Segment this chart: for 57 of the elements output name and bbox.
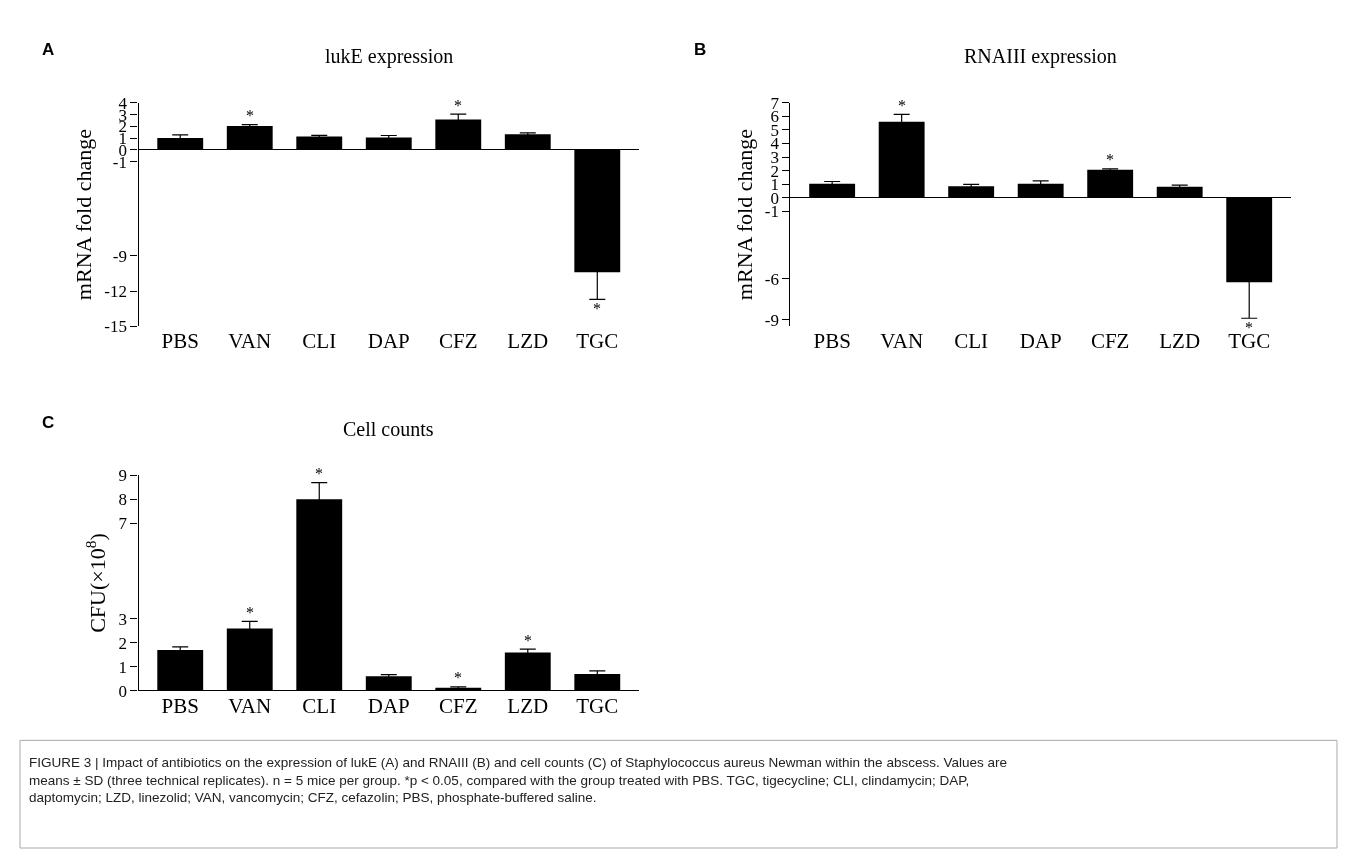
y-axis-title: mRNA fold change — [731, 129, 757, 301]
x-tick-label: PBS — [161, 693, 199, 718]
y-tick-label: -15 — [104, 317, 128, 337]
x-tick-label: CLI — [954, 329, 989, 354]
y-axis-title: mRNA fold change — [71, 129, 97, 301]
x-tick-label: CFZ — [439, 693, 478, 718]
y-tick-label: 2 — [118, 633, 128, 653]
y-tick-label: 3 — [118, 609, 128, 629]
x-tick-label: VAN — [880, 329, 924, 354]
x-tick-label: CFZ — [1090, 329, 1130, 354]
annotation: * — [593, 300, 601, 317]
annotation: * — [898, 97, 906, 114]
y-tick-label: -6 — [764, 269, 779, 289]
y-tick-label: 0 — [118, 681, 128, 701]
y-tick-label: 1 — [118, 657, 128, 677]
chart-title: RNAIII expression — [964, 45, 1117, 68]
text: C — [42, 413, 55, 432]
x-tick-label: CFZ — [439, 329, 478, 354]
bar — [504, 652, 551, 691]
chart-title: lukE expression — [325, 45, 454, 68]
x-tick-label: TGC — [576, 329, 619, 354]
x-tick-label: DAP — [1019, 329, 1062, 354]
x-tick-label: VAN — [228, 693, 272, 718]
text: A — [42, 40, 55, 59]
bar — [157, 650, 204, 691]
x-tick-label: LZD — [507, 329, 549, 354]
x-tick-label: TGC — [576, 693, 619, 718]
annotation: * — [246, 604, 254, 621]
annotation: * — [1106, 151, 1114, 168]
x-tick-label: DAP — [367, 693, 410, 718]
annotation: * — [454, 669, 462, 686]
x-tick-label: PBS — [813, 329, 851, 354]
y-tick-label: -9 — [764, 310, 779, 330]
x-tick-label: CLI — [302, 693, 337, 718]
y-tick-label: -9 — [112, 246, 128, 266]
y-tick-label: 7 — [118, 514, 128, 534]
annotation: * — [315, 465, 323, 482]
x-tick-label: LZD — [507, 693, 549, 718]
x-tick-label: DAP — [367, 329, 410, 354]
bar — [574, 673, 621, 691]
y-tick-label: -12 — [104, 282, 128, 302]
y-tick-label: 9 — [118, 466, 128, 486]
x-tick-label: CLI — [302, 329, 337, 354]
y-tick-label: 8 — [118, 490, 128, 510]
annotation: * — [524, 632, 532, 649]
x-tick-label: PBS — [161, 329, 199, 354]
text: B — [694, 40, 707, 59]
annotation: * — [454, 97, 462, 114]
text: means ± SD (three technical replicates). n = 5 mice per group. *p < 0.05, compared with the group treated with PBS. TGC, tigecycline; CLI, clindamycin; DAP, — [29, 772, 970, 788]
x-tick-label: VAN — [228, 329, 272, 354]
chart-title: Cell counts — [343, 418, 434, 440]
x-tick-label: LZD — [1159, 329, 1201, 354]
x-tick-label: TGC — [1228, 329, 1271, 354]
caption: FIGURE 3 | Impact of antibiotics on the expression of lukE (A) and RNAIII (B) and cell counts (C) of Staphylococcus aureus Newman within the abscess. Values are — [29, 755, 1007, 770]
text: daptomycin; LZD, linezolid; VAN, vancomycin; CFZ, cefazolin; PBS, phosphate-buffered saline. — [29, 790, 597, 806]
annotation: * — [246, 107, 254, 124]
bar — [365, 676, 412, 691]
